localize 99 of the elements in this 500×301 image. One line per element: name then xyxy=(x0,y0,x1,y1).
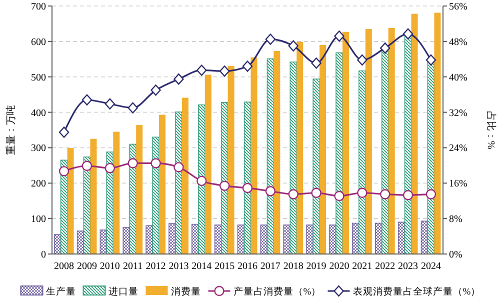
point xyxy=(288,189,298,200)
point xyxy=(219,66,230,77)
y-tick-label: 300 xyxy=(31,143,46,154)
point xyxy=(334,30,344,42)
x-tick-label: 2011 xyxy=(123,261,143,272)
point xyxy=(334,190,344,202)
point xyxy=(242,182,253,194)
point xyxy=(357,54,368,66)
y2-tick-label: 24% xyxy=(449,143,468,154)
point xyxy=(150,158,161,168)
point xyxy=(174,73,184,85)
x-tick-label: 2008 xyxy=(54,261,74,272)
y2-tick-label: 32% xyxy=(449,108,468,119)
bar xyxy=(175,112,182,254)
x-tick-label: 2014 xyxy=(192,261,212,272)
y2-tick-label: 8% xyxy=(449,214,462,226)
y2-tick-label: 16% xyxy=(449,178,468,190)
bar xyxy=(320,44,326,254)
bar xyxy=(182,98,188,254)
point xyxy=(196,176,207,186)
bar xyxy=(296,42,304,254)
legend-label: 产量占消费量（%） xyxy=(233,285,322,298)
bar xyxy=(90,138,97,254)
point xyxy=(380,42,390,54)
x-tick-label: 2013 xyxy=(168,261,189,272)
x-tick-label: 2023 xyxy=(398,261,418,272)
point xyxy=(265,186,276,196)
bar xyxy=(198,104,206,254)
y-tick-label: 400 xyxy=(31,108,46,119)
y2-tick-label: 56% xyxy=(449,2,468,12)
point xyxy=(242,60,253,72)
x-tick-label: 2024 xyxy=(420,261,441,272)
bar xyxy=(136,125,143,254)
x-tick-label: 2018 xyxy=(283,261,304,272)
legend-label: 进口量 xyxy=(108,285,138,298)
y-axis-title: 重量：万吨 xyxy=(5,105,17,155)
legend-label: 生产量 xyxy=(46,285,76,298)
bar xyxy=(220,102,228,254)
point xyxy=(82,160,92,171)
point xyxy=(402,28,414,40)
bar xyxy=(381,48,389,254)
point xyxy=(265,34,276,45)
point xyxy=(426,54,436,66)
x-tick-label: 2016 xyxy=(238,261,258,272)
y2-axis-title: 占比：% xyxy=(485,110,497,150)
point xyxy=(174,162,184,172)
bar xyxy=(336,52,343,254)
bar xyxy=(434,12,441,254)
y2-tick-label: 0% xyxy=(449,250,462,260)
point xyxy=(128,102,138,114)
bar xyxy=(388,28,395,254)
legend-label: 消费量 xyxy=(170,285,201,298)
point xyxy=(311,188,322,198)
point xyxy=(150,84,161,96)
bar xyxy=(411,14,418,254)
point xyxy=(128,158,138,168)
x-tick-label: 2022 xyxy=(375,261,396,272)
bar xyxy=(204,74,212,254)
x-tick-label: 2019 xyxy=(306,261,326,272)
bar xyxy=(365,29,372,254)
point xyxy=(380,189,390,200)
y-tick-label: 200 xyxy=(31,178,46,190)
point xyxy=(311,58,322,69)
x-tick-label: 2015 xyxy=(214,261,235,272)
bar xyxy=(342,32,349,254)
x-tick-label: 2021 xyxy=(352,261,372,272)
point xyxy=(219,180,230,191)
point xyxy=(288,40,298,52)
y2-tick-label: 40% xyxy=(449,72,468,84)
y-tick-label: 500 xyxy=(31,72,46,84)
point xyxy=(58,126,70,138)
bar xyxy=(67,148,74,254)
y-tick-label: 700 xyxy=(31,2,46,12)
point xyxy=(196,64,207,76)
point xyxy=(104,98,116,110)
legend-label: 表观消费量占全球产量（%） xyxy=(352,285,481,298)
y-tick-label: 0 xyxy=(41,250,46,260)
point xyxy=(82,94,92,106)
bar xyxy=(274,50,280,254)
point xyxy=(357,188,368,198)
y2-tick-label: 48% xyxy=(449,36,468,48)
y-tick-label: 600 xyxy=(31,36,46,48)
point xyxy=(58,166,70,176)
bar xyxy=(228,66,234,254)
bar xyxy=(159,114,166,254)
bar xyxy=(113,132,120,254)
bar xyxy=(404,34,412,254)
point xyxy=(426,189,436,200)
x-tick-label: 2020 xyxy=(329,261,350,272)
bar xyxy=(250,57,258,254)
point xyxy=(104,162,116,174)
y-tick-label: 100 xyxy=(31,214,46,226)
bar xyxy=(312,78,320,254)
bar xyxy=(358,70,366,254)
point xyxy=(402,190,414,200)
x-tick-label: 2009 xyxy=(76,261,97,272)
x-tick-label: 2012 xyxy=(146,261,166,272)
x-tick-label: 2017 xyxy=(260,261,280,272)
x-tick-label: 2010 xyxy=(100,261,120,272)
